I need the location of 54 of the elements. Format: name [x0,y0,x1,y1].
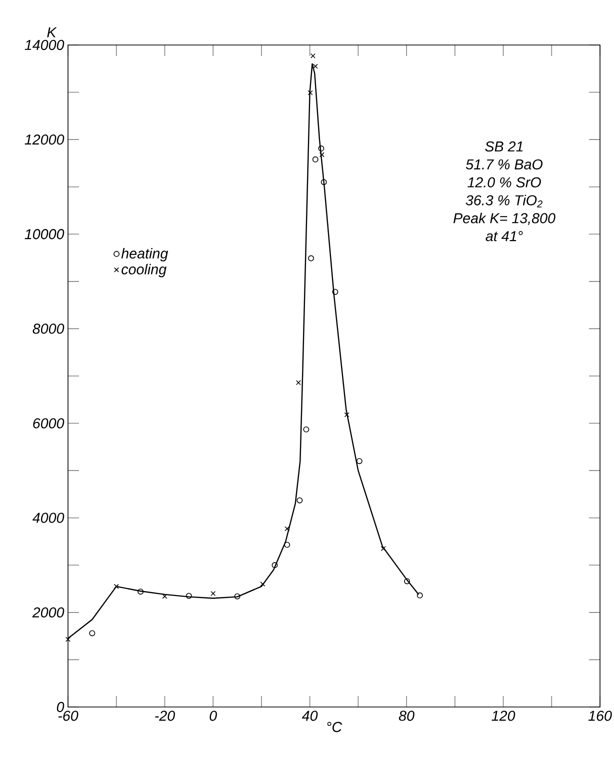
point [319,152,324,158]
point [332,288,338,295]
y-tick-label: 6000 [33,418,64,428]
annotation: 51.7 % BaO [466,159,543,170]
point [308,90,313,96]
x-tick-label: 160 [588,710,612,721]
point [284,542,290,548]
point [65,636,71,642]
point [89,630,96,636]
y-tick-label: 10000 [24,229,64,240]
point [356,458,362,464]
x-tick-label: 80 [398,710,414,721]
point [344,412,350,418]
point [260,582,266,587]
y-tick-label: 0 [56,702,64,712]
annotation: at 41° [486,231,523,242]
x-tick-label: -20 [155,710,175,721]
point [308,255,314,262]
point [186,592,192,599]
point [416,592,423,598]
point [272,562,278,568]
x-tick-label: -60 [58,710,78,721]
point [138,588,144,595]
point [296,497,303,504]
point [310,53,316,58]
point [162,594,168,599]
y-tick-label: 12000 [24,134,64,145]
point [318,146,324,152]
annotation: SB 21 [485,141,523,152]
x-axis-title: °C [327,722,342,732]
y-tick-label: 14000 [24,40,64,50]
point [380,546,386,552]
x-tick-label: 120 [492,710,516,721]
annotation: Peak K= 13,800 [453,212,556,225]
point [404,578,410,584]
legend-label: heating [121,248,168,262]
x-tick-label: 0 [210,710,217,721]
y-axis-title: K [47,27,57,38]
point [303,426,310,432]
annotation: 36.3 % TiO$_{2}$ [466,194,542,208]
y-tick-label: 4000 [32,512,64,523]
point [312,64,318,69]
point [320,179,327,186]
y-tick-label: 2000 [32,607,64,618]
y-tick-label: 8000 [32,324,64,334]
annotation: 12.0 % SrO [468,177,541,188]
point [114,584,119,589]
x-tick-label: 40 [302,710,318,721]
point [284,526,290,532]
point [296,380,301,386]
legend-label: cooling [122,264,166,278]
point [210,591,216,596]
point [234,593,240,600]
point [312,156,318,162]
